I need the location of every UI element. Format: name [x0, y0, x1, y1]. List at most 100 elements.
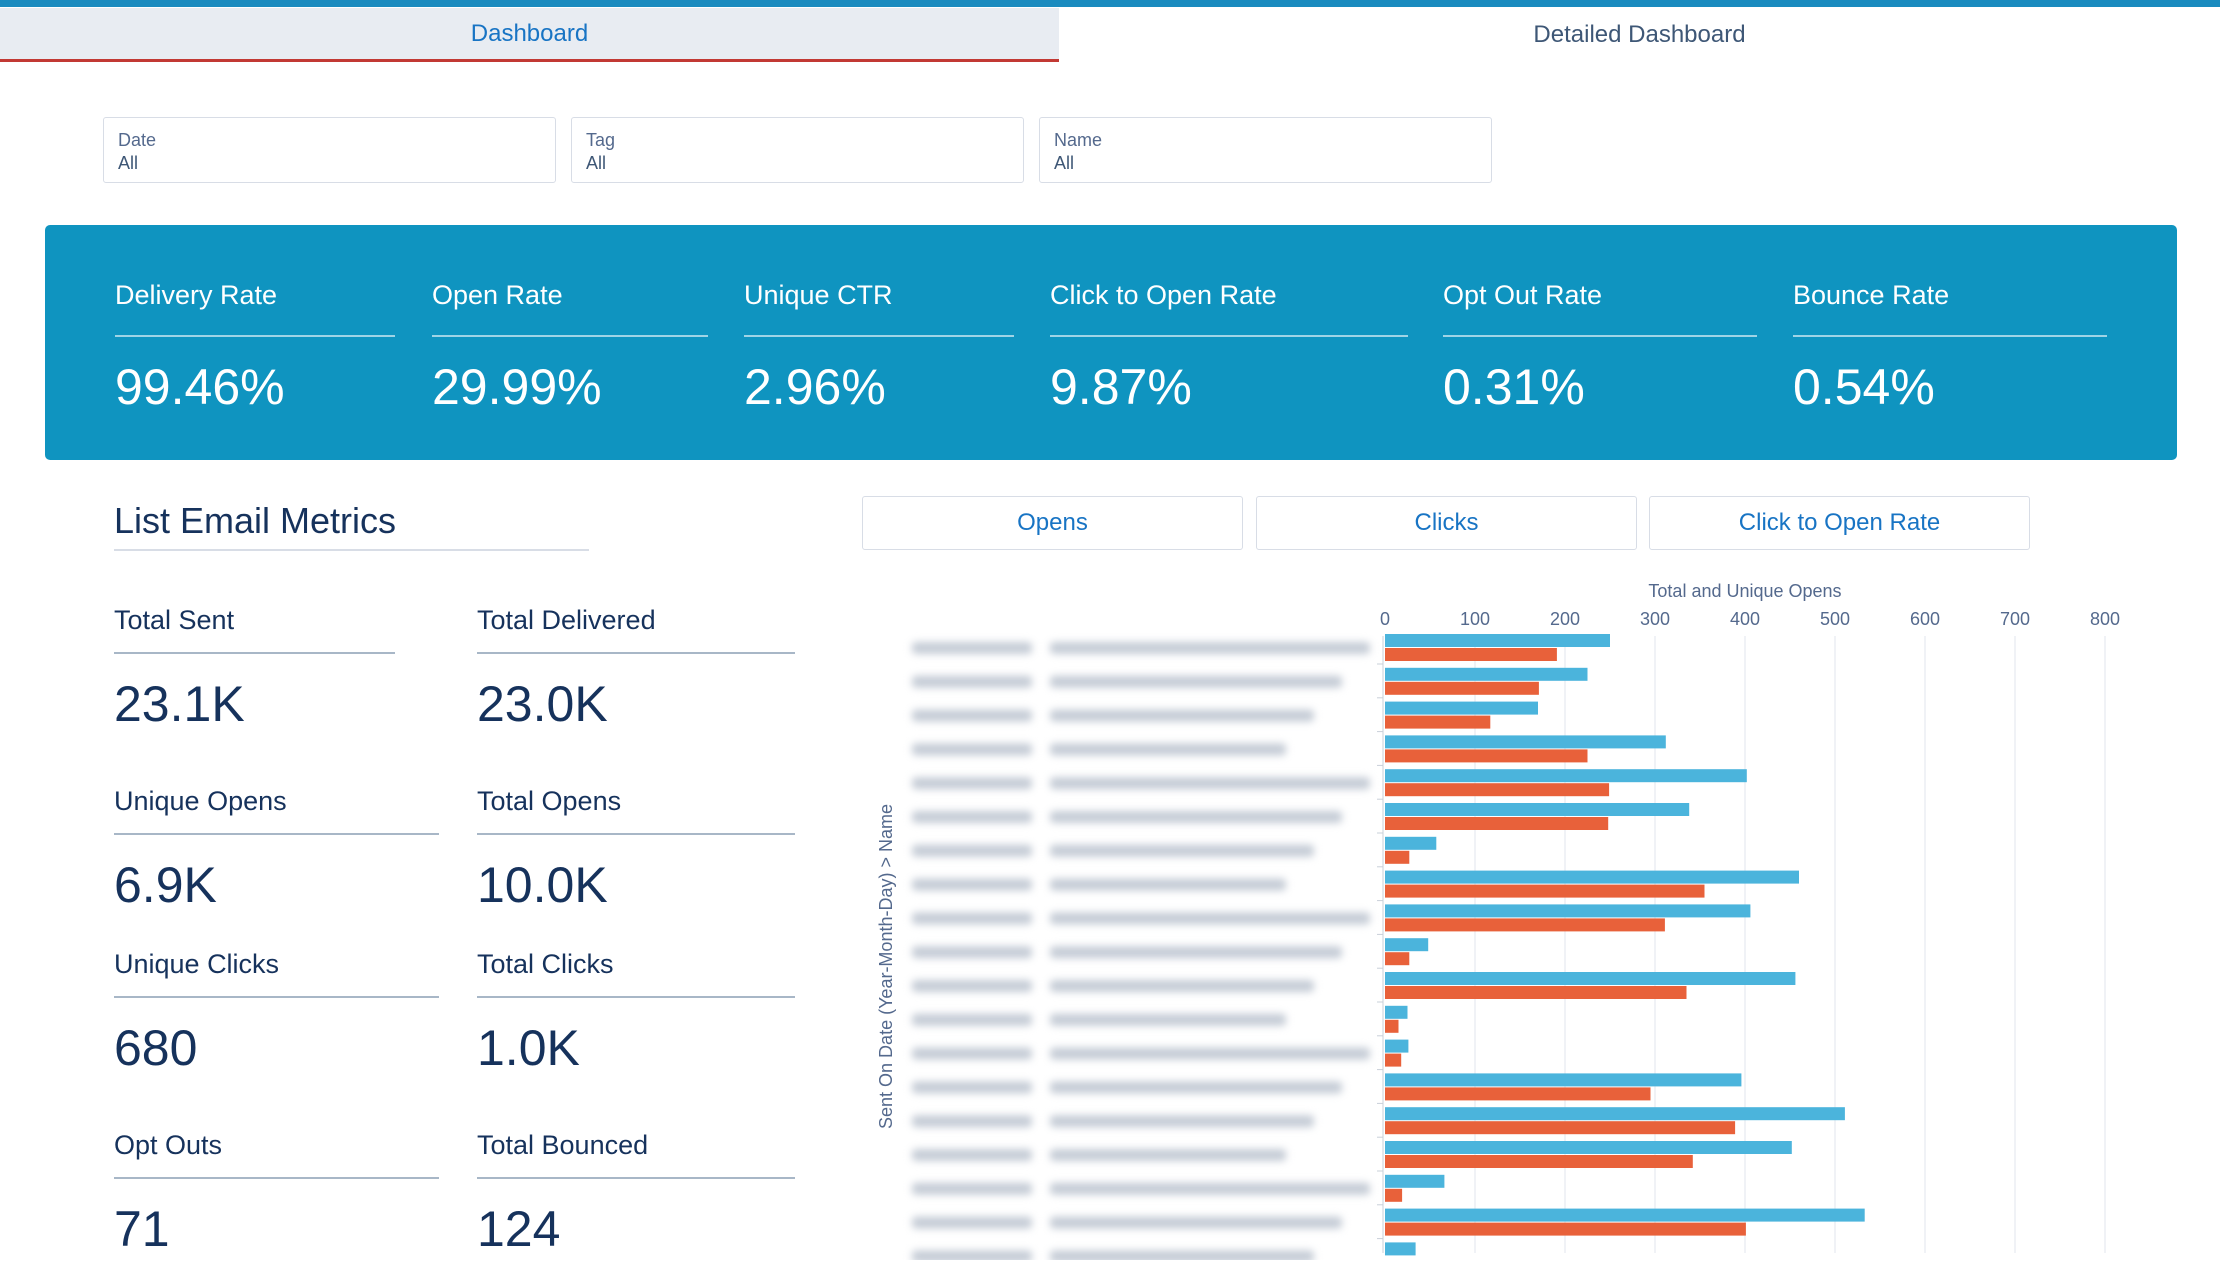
metric-divider [114, 1177, 439, 1179]
blurred-date-label [912, 878, 1032, 891]
blurred-date-label [912, 1216, 1032, 1229]
bar-total-opens [1385, 735, 1666, 749]
tab-detailed-dashboard[interactable]: Detailed Dashboard [1533, 21, 1746, 48]
kpi-value: 0.54% [1793, 359, 1935, 415]
date-filter[interactable]: Date All [103, 117, 556, 183]
metric-divider [477, 996, 795, 998]
x-tick-label: 100 [1460, 609, 1490, 629]
metric-divider [477, 833, 795, 835]
x-tick-label: 400 [1730, 609, 1760, 629]
blurred-date-label [912, 1115, 1032, 1128]
chart-title: Total and Unique Opens [1648, 581, 1841, 601]
bar-total-opens [1385, 904, 1751, 918]
kpi-value: 2.96% [744, 359, 886, 415]
metric-divider [114, 996, 439, 998]
metric-label: Unique Opens [114, 786, 287, 816]
blurred-name-label [1050, 1081, 1342, 1094]
bar-total-opens [1385, 1073, 1742, 1087]
bar-unique-opens [1385, 850, 1410, 864]
kpi-label: Open Rate [432, 280, 563, 310]
blurred-date-label [912, 1182, 1032, 1195]
blurred-name-label [1050, 844, 1314, 857]
kpi-label: Bounce Rate [1793, 280, 1950, 310]
x-tick-label: 0 [1380, 609, 1390, 629]
blurred-name-label [1050, 1182, 1370, 1195]
click-to-open-rate-chart-button[interactable]: Click to Open Rate [1649, 496, 2030, 550]
metric-label: Opt Outs [114, 1130, 223, 1160]
bar-unique-opens [1385, 817, 1609, 830]
metric-divider [477, 652, 795, 654]
kpi-panel: Delivery Rate 99.46% Open Rate 29.99% Un… [45, 225, 2177, 460]
bar-total-opens [1385, 870, 1799, 884]
blurred-name-label [1050, 1250, 1314, 1260]
bar-unique-opens [1385, 884, 1705, 898]
blurred-name-label [1050, 811, 1342, 823]
tab-dashboard[interactable]: Dashboard [0, 8, 1059, 62]
x-tick-label: 500 [1820, 609, 1850, 629]
kpi-divider [1443, 335, 1757, 337]
blurred-date-label [912, 1149, 1032, 1161]
blurred-name-label [1050, 642, 1370, 654]
blurred-date-label [912, 743, 1032, 756]
bar-unique-opens [1385, 1019, 1399, 1033]
kpi-label: Opt Out Rate [1443, 280, 1603, 310]
bar-unique-opens [1385, 648, 1557, 661]
bar-unique-opens [1385, 1053, 1402, 1067]
blurred-date-label [912, 642, 1032, 654]
blurred-name-label [1050, 1149, 1286, 1161]
kpi-divider [1793, 335, 2107, 337]
metric-label: Total Opens [477, 786, 622, 816]
x-tick-label: 700 [2000, 609, 2030, 629]
bar-total-opens [1385, 1005, 1408, 1019]
metric-value: 6.9K [114, 857, 217, 913]
metric-value: 10.0K [477, 857, 608, 913]
blurred-name-label [1050, 912, 1370, 925]
bar-total-opens [1385, 1208, 1865, 1222]
blurred-name-label [1050, 777, 1370, 790]
tag-filter[interactable]: Tag All [571, 117, 1024, 183]
blurred-date-label [912, 811, 1032, 823]
metric-value: 680 [114, 1020, 198, 1076]
x-tick-label: 600 [1910, 609, 1940, 629]
bar-total-opens [1385, 667, 1588, 681]
bar-total-opens [1385, 1039, 1409, 1053]
blurred-name-label [1050, 709, 1314, 722]
kpi-value: 9.87% [1050, 359, 1192, 415]
blurred-date-label [912, 946, 1032, 959]
blurred-name-label [1050, 878, 1286, 891]
blurred-date-label [912, 844, 1032, 857]
blurred-date-label [912, 709, 1032, 722]
bar-total-opens [1385, 634, 1610, 647]
section-divider [114, 549, 589, 551]
x-tick-label: 300 [1640, 609, 1670, 629]
tag-filter-value: All [586, 153, 607, 173]
blurred-name-label [1050, 675, 1342, 688]
date-filter-label: Date [118, 130, 157, 150]
opens-chart-button[interactable]: Opens [862, 496, 1243, 550]
blurred-name-label [1050, 1013, 1286, 1026]
list-email-metrics-title: List Email Metrics [114, 500, 397, 541]
kpi-label: Unique CTR [744, 280, 893, 310]
kpi-divider [432, 335, 708, 337]
bar-total-opens [1385, 803, 1690, 816]
kpi-divider [744, 335, 1014, 337]
blurred-name-label [1050, 946, 1342, 959]
blurred-date-label [912, 1047, 1032, 1060]
metric-value: 1.0K [477, 1020, 580, 1076]
bar-total-opens [1385, 1174, 1445, 1188]
metric-divider [114, 833, 439, 835]
kpi-divider [1050, 335, 1408, 337]
bar-total-opens [1385, 1141, 1792, 1154]
bar-unique-opens [1385, 918, 1665, 932]
clicks-chart-button[interactable]: Clicks [1256, 496, 1637, 550]
metric-divider [477, 1177, 795, 1179]
name-filter-label: Name [1054, 130, 1103, 150]
y-axis-title: Sent On Date (Year-Month-Day) > Name [876, 804, 896, 1129]
name-filter[interactable]: Name All [1039, 117, 1492, 183]
bar-unique-opens [1385, 681, 1539, 695]
blurred-name-label [1050, 743, 1286, 756]
bar-unique-opens [1385, 986, 1687, 999]
blurred-date-label [912, 1250, 1032, 1260]
kpi-divider [115, 335, 395, 337]
top-accent-bar [0, 0, 2220, 7]
